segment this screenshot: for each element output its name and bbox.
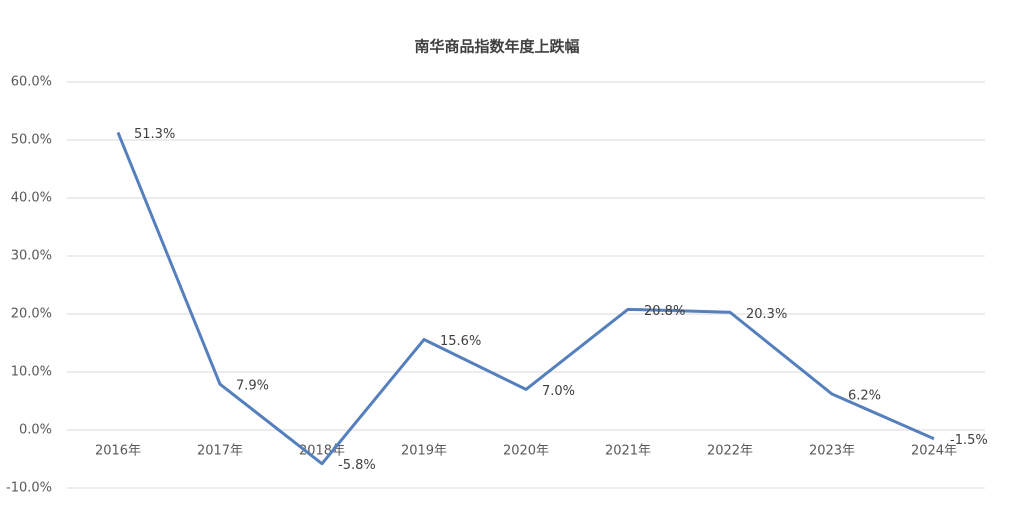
- value-label: -1.5%: [950, 433, 988, 448]
- value-label: 7.9%: [236, 379, 269, 394]
- x-tick-label: 2016年: [95, 444, 141, 459]
- value-label: 6.2%: [848, 389, 881, 404]
- y-tick-label: -10.0%: [6, 481, 52, 496]
- x-tick-label: 2020年: [503, 444, 549, 459]
- x-tick-label: 2017年: [197, 444, 243, 459]
- y-tick-label: 50.0%: [11, 133, 52, 148]
- value-label: 7.0%: [542, 384, 575, 399]
- y-tick-label: 60.0%: [11, 75, 52, 90]
- value-label: -5.8%: [338, 458, 376, 473]
- x-tick-label: 2022年: [707, 444, 753, 459]
- data-line: [116, 131, 935, 466]
- x-tick-label: 2024年: [911, 444, 957, 459]
- y-tick-label: 30.0%: [11, 249, 52, 264]
- chart-title: 南华商品指数年度上跌幅: [414, 38, 579, 56]
- value-label: 20.3%: [746, 307, 787, 322]
- value-label: 15.6%: [440, 334, 481, 349]
- x-tick-label: 2019年: [401, 444, 447, 459]
- y-tick-label: 40.0%: [11, 191, 52, 206]
- value-label: 20.8%: [644, 304, 685, 319]
- x-tick-label: 2023年: [809, 444, 855, 459]
- y-tick-label: 0.0%: [19, 423, 52, 438]
- y-tick-label: 10.0%: [11, 365, 52, 380]
- x-tick-label: 2021年: [605, 444, 651, 459]
- y-tick-label: 20.0%: [11, 307, 52, 322]
- value-label: 51.3%: [134, 127, 175, 142]
